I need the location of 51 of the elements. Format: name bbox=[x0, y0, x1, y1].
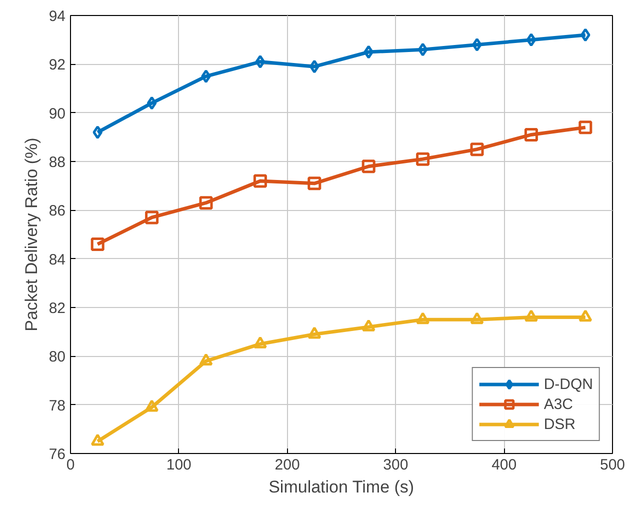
point bbox=[524, 310, 538, 322]
point bbox=[90, 237, 104, 251]
y-axis-title: Packet Delivery Ratio (%) bbox=[22, 138, 41, 332]
point bbox=[362, 319, 376, 332]
legend-label: A3C bbox=[544, 396, 574, 412]
point bbox=[145, 210, 159, 224]
y-tick-label: 88 bbox=[48, 154, 66, 171]
point bbox=[362, 160, 376, 174]
point bbox=[470, 142, 484, 156]
point bbox=[580, 28, 590, 42]
point bbox=[90, 434, 104, 446]
point bbox=[253, 174, 267, 188]
y-tick-label: 78 bbox=[48, 397, 66, 414]
point bbox=[524, 128, 538, 142]
point bbox=[92, 126, 103, 140]
point bbox=[253, 336, 267, 348]
y-tick-label: 76 bbox=[48, 446, 66, 463]
y-tick-label: 84 bbox=[48, 251, 66, 268]
point bbox=[309, 60, 320, 74]
legend-label: DSR bbox=[544, 416, 576, 432]
y-tick-label: 92 bbox=[48, 56, 66, 74]
point bbox=[308, 326, 322, 339]
y-tick-label: 94 bbox=[48, 8, 66, 25]
point bbox=[416, 312, 430, 324]
point bbox=[526, 33, 536, 47]
point bbox=[199, 353, 213, 366]
point bbox=[308, 176, 322, 190]
x-tick-label: 200 bbox=[274, 456, 300, 474]
point bbox=[578, 310, 592, 322]
point bbox=[199, 196, 213, 210]
legend-label: D-DQN bbox=[544, 376, 593, 392]
point bbox=[418, 42, 428, 56]
point bbox=[201, 70, 211, 84]
point bbox=[472, 38, 482, 52]
x-tick-label: 0 bbox=[66, 456, 75, 474]
x-tick-label: 100 bbox=[166, 456, 192, 474]
point bbox=[145, 400, 159, 412]
point bbox=[364, 45, 374, 59]
x-tick-label: 300 bbox=[383, 456, 408, 474]
y-tick-label: 80 bbox=[48, 348, 66, 366]
point bbox=[470, 312, 484, 324]
point bbox=[578, 120, 592, 134]
y-tick-label: 82 bbox=[48, 300, 66, 317]
x-tick-label: 400 bbox=[492, 456, 517, 474]
y-tick-label: 90 bbox=[48, 105, 66, 122]
point bbox=[146, 96, 157, 110]
x-tick-label: 500 bbox=[600, 456, 626, 474]
point bbox=[416, 152, 430, 166]
x-axis-title: Simulation Time (s) bbox=[268, 478, 414, 496]
y-tick-label: 86 bbox=[48, 202, 66, 220]
point bbox=[255, 54, 266, 68]
